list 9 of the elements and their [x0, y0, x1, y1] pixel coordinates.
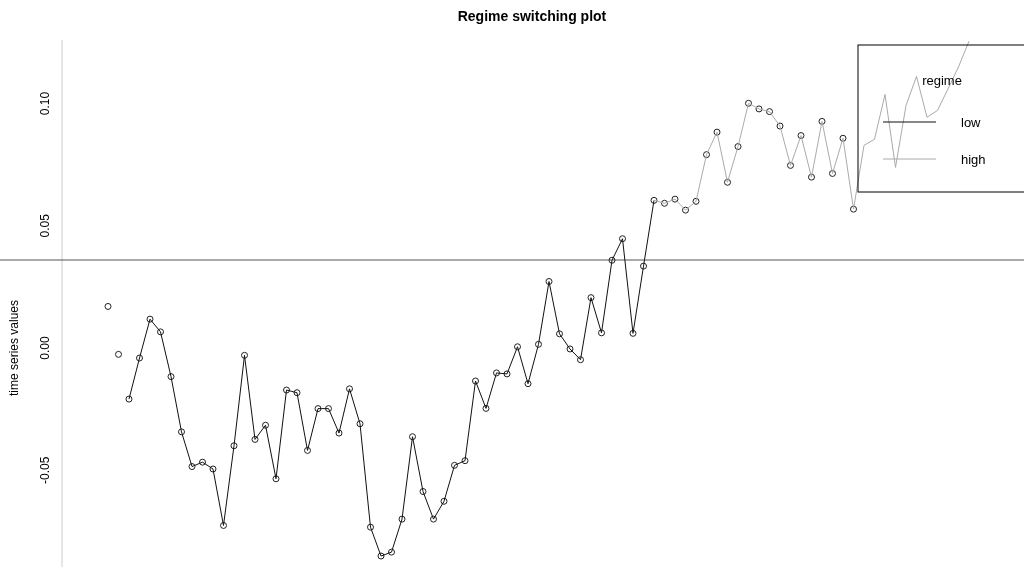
chart-title: Regime switching plot — [457, 8, 607, 24]
y-tick-label: 0.00 — [38, 336, 52, 360]
y-tick-label: 0.10 — [38, 91, 52, 116]
y-axis-title: time series values — [7, 299, 21, 397]
legend-label: high — [961, 152, 986, 167]
legend-label: low — [961, 115, 982, 130]
y-tick-label: 0.05 — [38, 213, 52, 238]
legend-title: regime — [922, 73, 962, 88]
y-tick-label: -0.05 — [38, 456, 52, 484]
